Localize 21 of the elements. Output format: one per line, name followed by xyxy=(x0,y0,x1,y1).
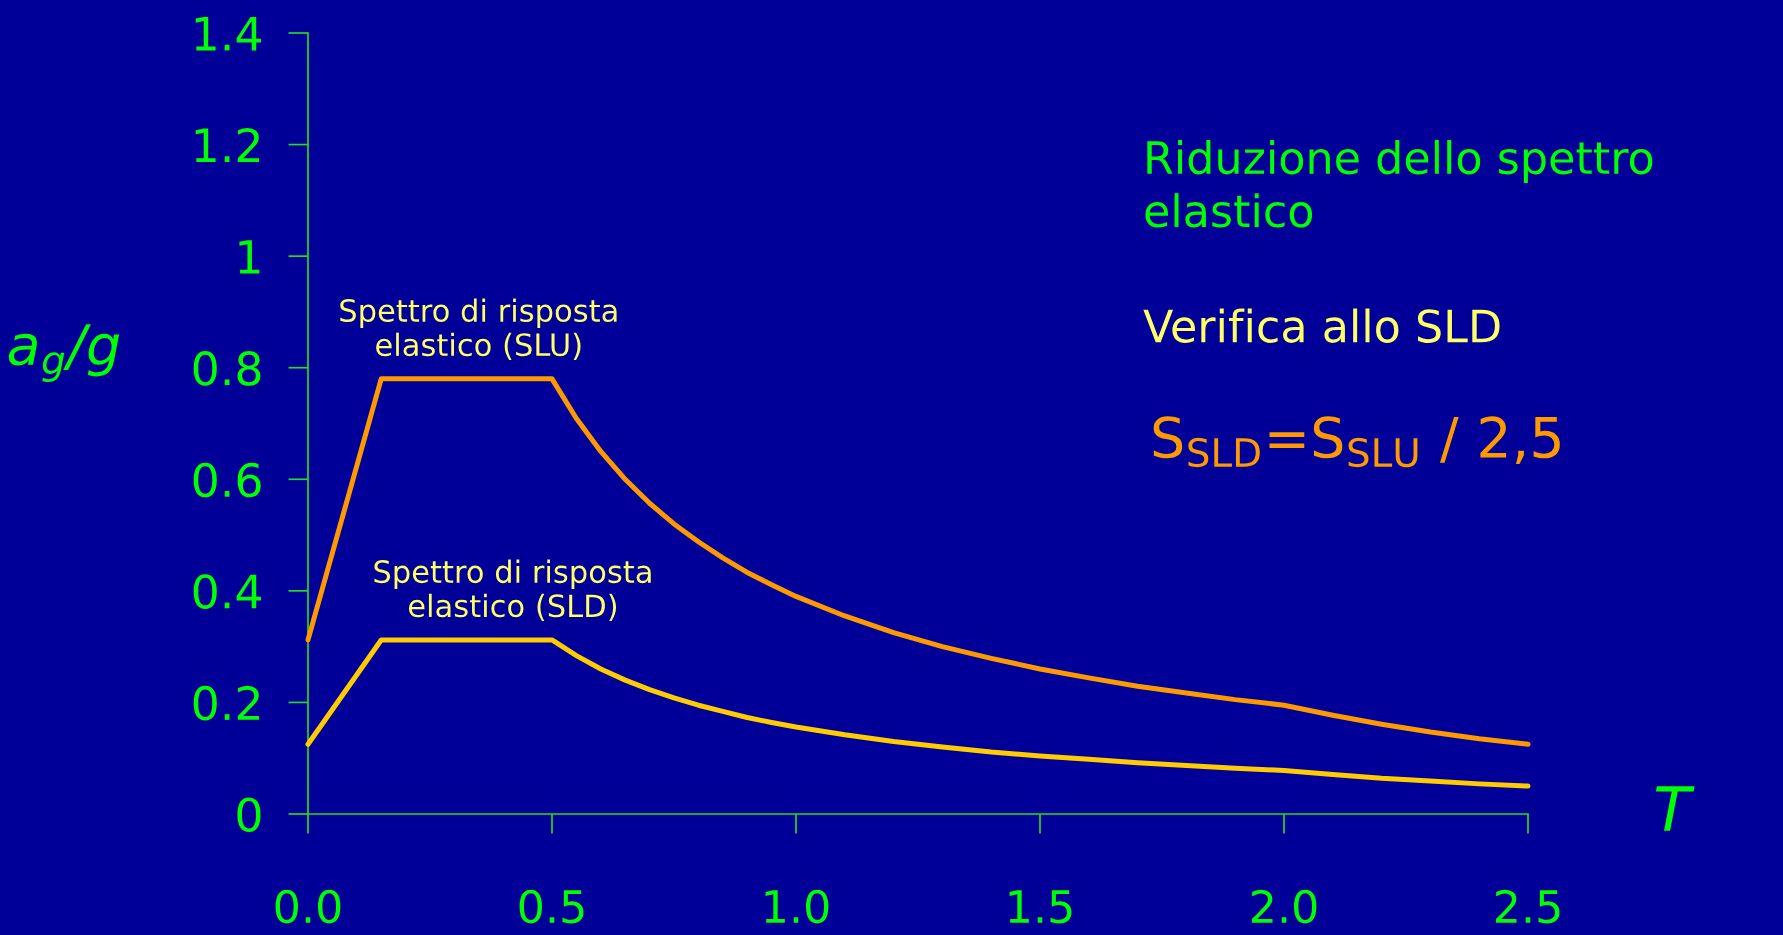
x-tick-label: 2.0 xyxy=(1251,889,1317,924)
x-tick-label: 0.5 xyxy=(519,889,584,924)
annotation: Riduzione dello spettro elastico xyxy=(1145,140,1653,228)
annotation: Spettro di risposta elastico (SLD) xyxy=(374,559,651,621)
y-tick-label: 0 xyxy=(237,797,261,833)
y-axis-title: a$_{g}$/g xyxy=(8,324,120,383)
y-tick-label: 1 xyxy=(239,240,260,274)
x-tick-label: 1.5 xyxy=(1009,890,1072,924)
annotation: Verifica allo SLD xyxy=(1143,308,1500,343)
y-tick-label: 0.4 xyxy=(193,574,261,609)
y-tick-label: 0.8 xyxy=(193,351,261,386)
y-tick-label: 1.2 xyxy=(195,127,259,162)
y-tick-label: 1.4 xyxy=(195,17,261,51)
annotation: Spettro di risposta elastico (SLU) xyxy=(340,298,617,360)
annotation: S$_{SLD}$=S$_{SLU}$ / 2,5 xyxy=(1153,416,1560,468)
y-tick-label: 0.2 xyxy=(193,685,259,721)
x-tick-label: 1.0 xyxy=(765,889,829,924)
y-tick-label: 0.6 xyxy=(193,462,261,498)
x-axis-title: T xyxy=(1655,786,1695,831)
x-tick-label: 2.5 xyxy=(1495,889,1560,924)
x-tick-label: 0.0 xyxy=(275,889,341,924)
